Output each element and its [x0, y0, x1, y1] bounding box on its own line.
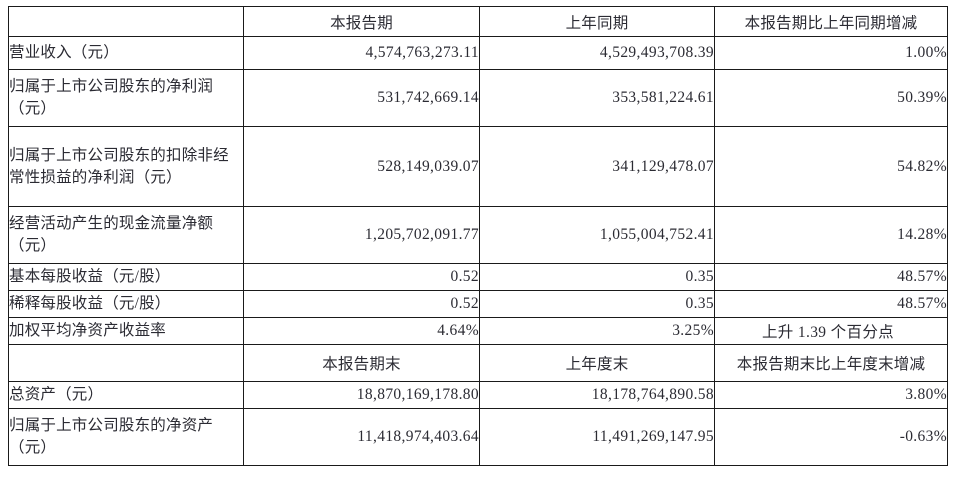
row-label-operating-cash-flow: 经营活动产生的现金流量净额（元）	[8, 206, 244, 264]
row-value-basic-eps-change: 48.57%	[714, 263, 948, 291]
header-cell-current-period-end: 本报告期末	[243, 344, 480, 382]
row-label-basic-eps: 基本每股收益（元/股）	[8, 263, 244, 291]
row-label-total-assets: 总资产（元）	[8, 381, 244, 409]
row-value-basic-eps-current: 0.52	[243, 263, 480, 291]
row-value-diluted-eps-prior: 0.35	[479, 290, 715, 318]
table-row: 稀释每股收益（元/股） 0.52 0.35 48.57%	[8, 290, 948, 318]
table-row: 经营活动产生的现金流量净额（元） 1,205,702,091.77 1,055,…	[8, 206, 948, 264]
row-value-net-assets-current: 11,418,974,403.64	[243, 408, 480, 466]
row-value-weighted-roe-change: 上升 1.39 个百分点	[714, 317, 948, 345]
table-row: 归属于上市公司股东的扣除非经常性损益的净利润（元） 528,149,039.07…	[8, 126, 948, 207]
header-cell-period-change: 本报告期比上年同期增减	[714, 6, 948, 37]
row-value-diluted-eps-change: 48.57%	[714, 290, 948, 318]
financial-summary-table: 本报告期 上年同期 本报告期比上年同期增减 营业收入（元） 4,574,763,…	[8, 6, 948, 466]
header-cell-blank-period-end	[8, 344, 244, 382]
row-value-net-assets-change: -0.63%	[714, 408, 948, 466]
row-value-total-assets-current: 18,870,169,178.80	[243, 381, 480, 409]
row-label-net-assets: 归属于上市公司股东的净资产（元）	[8, 408, 244, 466]
row-value-net-profit-deducted-current: 528,149,039.07	[243, 126, 480, 207]
row-value-operating-cash-flow-current: 1,205,702,091.77	[243, 206, 480, 264]
row-value-net-profit-deducted-change: 54.82%	[714, 126, 948, 207]
header-cell-prior-period-end: 上年度末	[479, 344, 715, 382]
table-header-row-period-end: 本报告期末 上年度末 本报告期末比上年度末增减	[8, 344, 948, 382]
row-label-revenue: 营业收入（元）	[8, 36, 244, 70]
table-row: 归属于上市公司股东的净资产（元） 11,418,974,403.64 11,49…	[8, 408, 948, 466]
table-row: 归属于上市公司股东的净利润（元） 531,742,669.14 353,581,…	[8, 69, 948, 127]
row-value-revenue-prior: 4,529,493,708.39	[479, 36, 715, 70]
row-label-weighted-roe: 加权平均净资产收益率	[8, 317, 244, 345]
row-value-net-profit-current: 531,742,669.14	[243, 69, 480, 127]
row-value-revenue-current: 4,574,763,273.11	[243, 36, 480, 70]
row-value-net-profit-deducted-prior: 341,129,478.07	[479, 126, 715, 207]
row-value-weighted-roe-prior: 3.25%	[479, 317, 715, 345]
row-value-total-assets-prior: 18,178,764,890.58	[479, 381, 715, 409]
financial-summary-table-container: 本报告期 上年同期 本报告期比上年同期增减 营业收入（元） 4,574,763,…	[8, 6, 948, 466]
header-cell-period-end-change: 本报告期末比上年度末增减	[714, 344, 948, 382]
row-value-weighted-roe-current: 4.64%	[243, 317, 480, 345]
header-cell-current-period: 本报告期	[243, 6, 480, 37]
row-value-revenue-change: 1.00%	[714, 36, 948, 70]
table-row: 加权平均净资产收益率 4.64% 3.25% 上升 1.39 个百分点	[8, 317, 948, 345]
row-value-basic-eps-prior: 0.35	[479, 263, 715, 291]
row-value-total-assets-change: 3.80%	[714, 381, 948, 409]
table-row: 基本每股收益（元/股） 0.52 0.35 48.57%	[8, 263, 948, 291]
row-value-net-profit-prior: 353,581,224.61	[479, 69, 715, 127]
row-value-net-assets-prior: 11,491,269,147.95	[479, 408, 715, 466]
header-cell-blank-period	[8, 6, 244, 37]
row-label-net-profit: 归属于上市公司股东的净利润（元）	[8, 69, 244, 127]
table-row: 总资产（元） 18,870,169,178.80 18,178,764,890.…	[8, 381, 948, 409]
table-header-row-period: 本报告期 上年同期 本报告期比上年同期增减	[8, 6, 948, 37]
table-row: 营业收入（元） 4,574,763,273.11 4,529,493,708.3…	[8, 36, 948, 70]
row-label-diluted-eps: 稀释每股收益（元/股）	[8, 290, 244, 318]
row-value-operating-cash-flow-prior: 1,055,004,752.41	[479, 206, 715, 264]
row-value-net-profit-change: 50.39%	[714, 69, 948, 127]
row-label-net-profit-deducted: 归属于上市公司股东的扣除非经常性损益的净利润（元）	[8, 126, 244, 207]
header-cell-prior-period: 上年同期	[479, 6, 715, 37]
row-value-operating-cash-flow-change: 14.28%	[714, 206, 948, 264]
row-value-diluted-eps-current: 0.52	[243, 290, 480, 318]
